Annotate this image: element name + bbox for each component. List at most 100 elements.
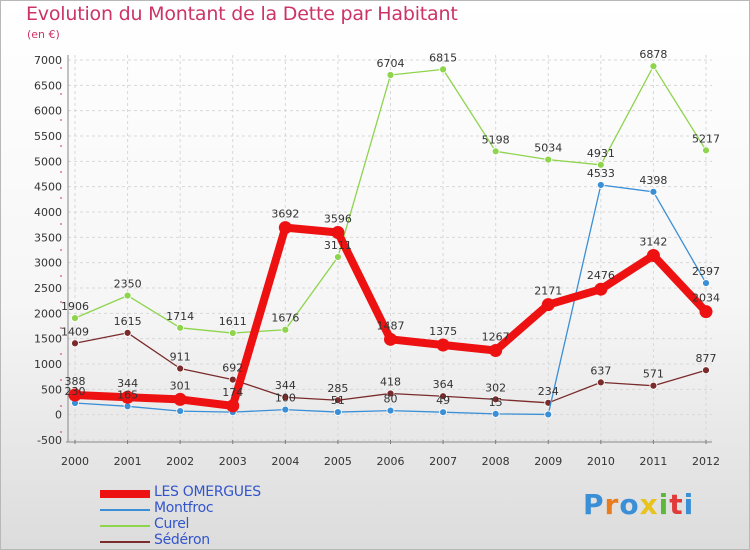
data-point [646, 248, 660, 262]
data-point [702, 279, 710, 287]
logo-letter: o [619, 488, 640, 521]
data-point [436, 338, 450, 352]
data-point [489, 343, 503, 357]
data-label: 2476 [587, 269, 615, 282]
data-label: 3596 [324, 212, 352, 225]
data-label: 1409 [61, 325, 89, 338]
y-tick-label: -500 [37, 434, 62, 447]
data-labels: 1409 1615 911 692 344 285 418 364 302 234 637 571 87… [61, 48, 720, 409]
y-tick-label: 5500 [34, 130, 62, 143]
data-label: 15 [489, 396, 503, 409]
data-point [226, 399, 240, 413]
y-tick-label: 5000 [34, 155, 62, 168]
data-label: 4931 [587, 147, 615, 160]
data-point [544, 410, 553, 419]
data-point [176, 407, 185, 416]
legend-swatch [100, 525, 150, 527]
x-tick-label: 2010 [587, 455, 615, 468]
y-tick-label: 500 [41, 383, 62, 396]
data-point [176, 364, 185, 373]
logo-letter: x [639, 488, 659, 521]
y-tick-label: 2500 [34, 282, 62, 295]
data-label: 6704 [377, 57, 405, 70]
data-label: 1611 [219, 315, 247, 328]
x-tick-label: 2005 [324, 455, 352, 468]
data-point [278, 221, 292, 235]
data-point [699, 305, 713, 319]
data-point [281, 393, 290, 402]
axes: -500 0 500 1000 1500 2000 2500 3000 3500 4000 4500… [34, 54, 720, 468]
data-label: 100 [275, 392, 296, 405]
data-label: 364 [433, 378, 454, 391]
y-tick-label: 1000 [34, 358, 62, 371]
data-label: 1375 [429, 325, 457, 338]
data-point [541, 298, 555, 312]
legend-label: Curel [154, 516, 190, 532]
data-label: 1267 [482, 330, 510, 343]
data-label: 4398 [639, 174, 667, 187]
y-tick-label: 6000 [34, 105, 62, 118]
data-point [439, 392, 447, 401]
data-point [384, 332, 397, 346]
data-label: 49 [436, 394, 450, 407]
data-point [228, 375, 237, 384]
x-tick-label: 2004 [271, 455, 299, 468]
data-point [596, 378, 605, 387]
data-label: 3692 [271, 208, 299, 221]
data-point [176, 323, 185, 332]
y-tick-label: 0 [55, 409, 62, 422]
data-label: 877 [696, 352, 717, 365]
data-point [491, 410, 500, 418]
logo-letter: i [683, 488, 695, 521]
data-point [649, 381, 658, 390]
data-label: 2597 [692, 265, 720, 278]
y-tick-label: 3000 [34, 257, 62, 270]
legend-label: Montfroc [154, 500, 214, 516]
y-tick-label: 3500 [34, 231, 62, 244]
data-point [71, 339, 79, 348]
data-label: 388 [65, 375, 86, 388]
x-tick-label: 2009 [534, 455, 562, 468]
data-label: 3142 [639, 235, 667, 248]
series [68, 62, 713, 419]
data-label: 1487 [377, 319, 405, 332]
data-point [386, 71, 395, 79]
y-tick-label: 1500 [34, 333, 62, 346]
legend-swatch [100, 509, 150, 511]
data-label: 571 [643, 368, 664, 381]
data-point [596, 160, 605, 169]
data-label: 1714 [166, 310, 194, 323]
x-tick-label: 2000 [61, 455, 89, 468]
chart-subtitle: (en €) [27, 28, 60, 41]
x-tick-label: 2012 [692, 455, 720, 468]
data-point [123, 328, 132, 337]
data-point [596, 181, 605, 189]
data-label: 1615 [114, 315, 142, 328]
logo-letter: P [583, 488, 605, 521]
data-label: 911 [170, 351, 191, 364]
data-point [702, 146, 710, 155]
data-label: 418 [380, 375, 401, 388]
x-tick-label: 2002 [166, 455, 194, 468]
data-label: 2034 [692, 292, 720, 305]
data-point [123, 402, 132, 411]
data-point [439, 65, 447, 74]
data-label: 1906 [61, 300, 89, 313]
data-point [281, 405, 290, 414]
data-point [544, 155, 553, 164]
data-label: 1676 [271, 312, 299, 325]
y-tick-label: 4000 [34, 206, 62, 219]
y-tick-label: 7000 [34, 54, 62, 67]
x-tick-label: 2008 [482, 455, 510, 468]
data-point [702, 366, 710, 375]
data-point [386, 389, 395, 398]
data-label: 2350 [114, 278, 142, 291]
data-label: 230 [65, 385, 86, 398]
data-label: 174 [222, 386, 243, 399]
data-label: 637 [590, 364, 611, 377]
data-label: 301 [170, 379, 191, 392]
data-label: 302 [485, 381, 506, 394]
data-point [121, 390, 135, 404]
data-label: 5034 [534, 142, 562, 155]
